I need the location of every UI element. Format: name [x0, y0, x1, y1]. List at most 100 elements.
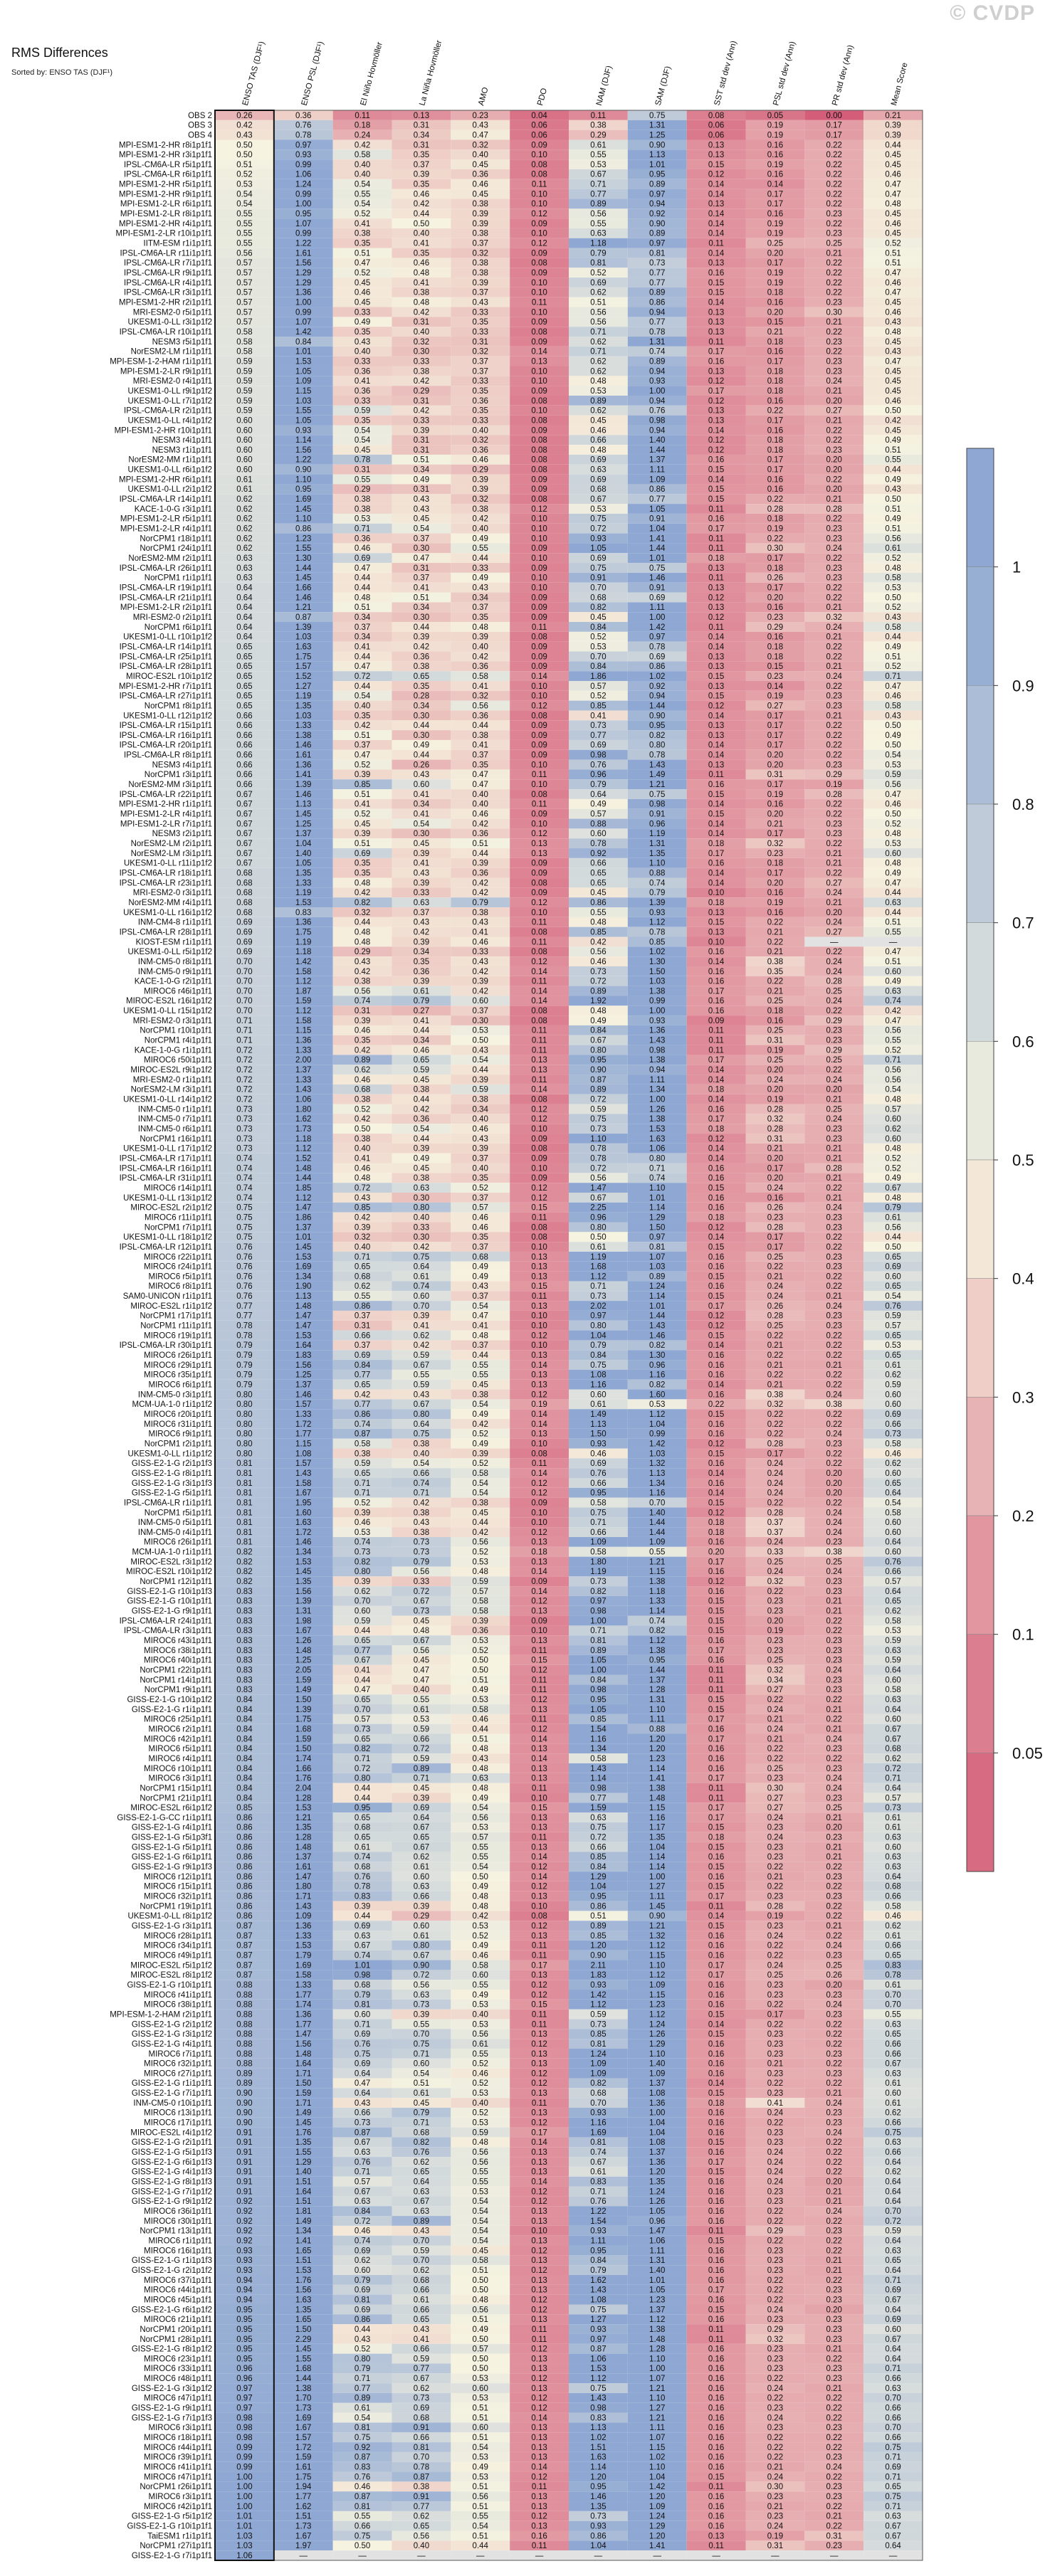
cell-value: 0.10 — [531, 308, 547, 317]
cell-value: 0.15 — [531, 1657, 547, 1665]
cell-value: 0.23 — [767, 850, 783, 858]
cell-value: 0.93 — [590, 534, 606, 543]
cell-value: 0.08 — [531, 1233, 547, 1242]
cell-value: 0.38 — [473, 1096, 488, 1104]
cell-value: 0.42 — [355, 1115, 370, 1124]
cell-value: 1.36 — [295, 289, 311, 297]
cell-value: 0.61 — [236, 485, 252, 494]
cell-value: 0.11 — [591, 112, 606, 120]
row-label: SAM0-UNICON r1i1p1f1 — [123, 1292, 212, 1301]
cell-value: 0.30 — [767, 1784, 783, 1793]
cell-value: 0.14 — [767, 682, 784, 691]
cell-value: 1.14 — [649, 1765, 666, 1773]
cell-value: 0.16 — [767, 1194, 783, 1203]
cell-value: 0.12 — [708, 171, 724, 179]
cell-value: 0.74 — [649, 1617, 666, 1625]
cell-value: 0.74 — [236, 1154, 253, 1163]
cell-value: 0.65 — [590, 869, 606, 877]
cell-value: 0.78 — [649, 643, 665, 651]
row-label: IPSL-CM6A-LR r27i1p1f1 — [120, 692, 212, 701]
cell-value: 0.53 — [236, 181, 252, 189]
cell-value: 0.71 — [885, 1775, 900, 1783]
heatmap-cell — [273, 258, 333, 268]
cell-value: 0.80 — [236, 1410, 252, 1419]
cell-value: 0.86 — [236, 1902, 252, 1911]
cell-value: 0.81 — [236, 1529, 252, 1537]
cell-value: 0.31 — [414, 122, 429, 130]
heatmap-cell — [510, 208, 569, 219]
cell-value: 0.65 — [885, 1351, 900, 1360]
cell-value: 0.18 — [355, 122, 370, 130]
cell-value: 0.15 — [708, 2010, 724, 2019]
cell-value: 0.65 — [236, 692, 252, 701]
cell-value: 0.61 — [885, 1814, 900, 1822]
row-label: IPSL-CM6A-LR r6i1p1f1 — [124, 171, 212, 179]
heatmap-cell — [392, 169, 451, 179]
cell-value: 1.25 — [649, 131, 665, 139]
cell-value: 0.22 — [767, 1430, 783, 1439]
cell-value: 0.47 — [355, 564, 370, 573]
row-label: MIROC6 r41i1p1f1 — [144, 1991, 212, 2000]
cell-value: 0.97 — [590, 1598, 606, 1606]
cell-value: 0.35 — [355, 240, 370, 248]
heatmap-cell — [804, 169, 864, 179]
cell-value: 0.11 — [532, 1784, 547, 1793]
heatmap-cell — [215, 228, 274, 238]
row-label: NorCPM1 r13i1p1f1 — [140, 2227, 212, 2236]
cell-value: 1.46 — [295, 791, 311, 799]
cell-value: 0.18 — [708, 1834, 724, 1842]
cell-value: 0.86 — [236, 1834, 252, 1842]
cell-value: 0.14 — [708, 712, 725, 720]
cell-value: 0.76 — [236, 1282, 252, 1291]
cell-value: 0.22 — [767, 938, 783, 946]
cell-value: 0.24 — [826, 958, 843, 966]
cell-value: 0.68 — [355, 1824, 370, 1832]
cell-value: 0.89 — [355, 1056, 370, 1065]
cell-value: 0.67 — [236, 860, 252, 868]
cell-value: 0.40 — [473, 1115, 488, 1124]
cell-value: 0.63 — [414, 1883, 429, 1891]
cell-value: 1.50 — [590, 1430, 606, 1439]
cell-value: 0.13 — [531, 1745, 547, 1753]
cell-value: 0.22 — [708, 1400, 724, 1409]
row-label: MIROC6 r34i1p1f1 — [144, 1942, 212, 1951]
cell-value: 0.61 — [473, 2040, 488, 2049]
cell-value: 0.67 — [414, 1361, 429, 1370]
cell-value: 0.16 — [767, 909, 783, 917]
cell-value: 0.57 — [236, 299, 252, 307]
cell-value: 1.55 — [295, 407, 311, 416]
cell-value: 0.63 — [885, 2020, 900, 2029]
cell-value: 0.58 — [885, 1686, 900, 1694]
cell-value: 1.48 — [295, 1164, 311, 1173]
cell-value: 1.15 — [295, 1027, 311, 1035]
cell-value: 0.60 — [885, 1716, 900, 1724]
row-label: NESM3 r5i1p1f1 — [152, 338, 212, 347]
row-label: MIROC6 r18i1p1f1 — [144, 2434, 212, 2442]
cell-value: 0.59 — [236, 407, 252, 416]
cell-value: 1.04 — [649, 1420, 666, 1429]
cell-value: 0.64 — [236, 584, 253, 592]
cell-value: 0.67 — [236, 791, 252, 799]
cell-value: 0.58 — [236, 338, 252, 347]
column-header: NAM (DJF) — [595, 65, 614, 107]
row-label: UKESM1-0-LL r13i1p1f2 — [123, 1194, 212, 1203]
cell-value: 1.35 — [295, 1824, 311, 1832]
row-label: GISS-E2-1-G r4i1p1f3 — [132, 2168, 212, 2177]
cell-value: 0.15 — [531, 1204, 547, 1213]
cell-value: 0.22 — [826, 171, 842, 179]
cell-value: 0.64 — [414, 1263, 430, 1272]
cell-value: 0.23 — [826, 1312, 842, 1321]
heatmap-cell — [804, 139, 864, 150]
cell-value: 0.56 — [414, 1981, 429, 1990]
cell-value: 0.20 — [708, 1548, 724, 1557]
heatmap-cell — [627, 159, 687, 169]
cell-value: 0.17 — [767, 732, 783, 740]
cell-value: 0.75 — [590, 564, 606, 573]
heatmap-cell — [332, 120, 392, 130]
cell-value: 0.22 — [767, 1863, 783, 1872]
cell-value: 0.71 — [236, 1027, 252, 1035]
cell-value: 0.46 — [885, 1912, 900, 1921]
cell-value: 0.22 — [767, 495, 783, 504]
heatmap-cell — [273, 238, 333, 248]
cell-value: 0.58 — [885, 1902, 900, 1911]
